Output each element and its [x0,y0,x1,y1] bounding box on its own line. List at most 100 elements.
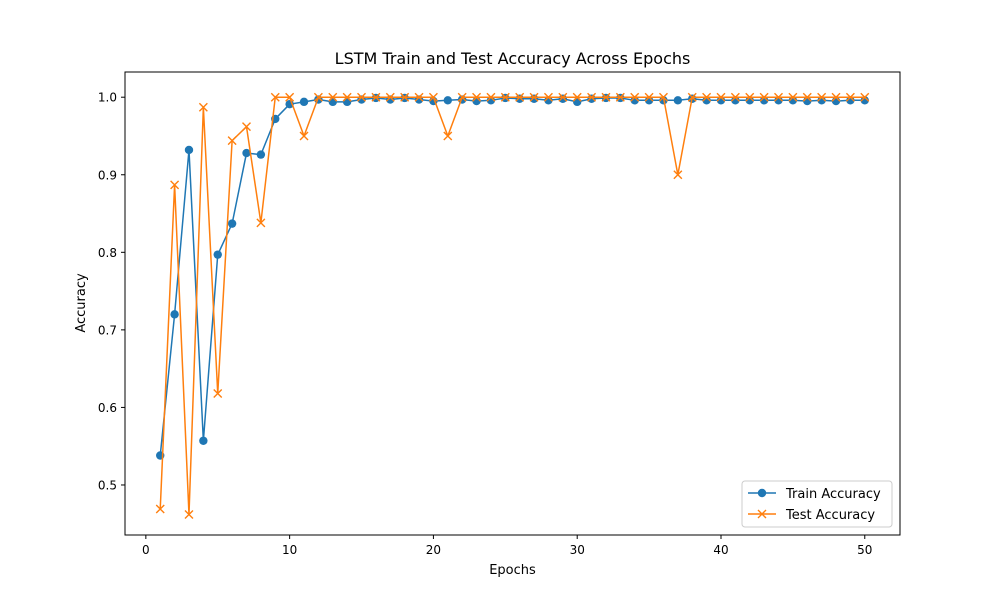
data-point [486,96,496,105]
data-point [788,96,798,105]
data-point [357,92,367,102]
series-train [156,93,869,460]
legend: Train Accuracy Test Accuracy [741,480,893,528]
data-point [817,92,827,102]
data-point [759,92,769,102]
y-tick-label: 0.9 [98,168,117,182]
data-point [731,96,740,105]
data-point [371,92,381,102]
data-point [587,94,596,103]
data-point [170,180,180,190]
data-point [414,92,424,102]
data-point [615,92,625,102]
data-point [716,96,726,105]
data-point [558,94,568,103]
y-tick-label: 0.8 [98,246,117,260]
data-point [630,96,639,105]
data-point [716,92,726,102]
data-point [673,96,683,105]
y-tick-label: 0.6 [98,401,117,415]
data-point [687,92,697,102]
y-axis-label: Accuracy [74,273,89,333]
x-tick-label: 30 [570,543,585,557]
data-point [299,97,309,107]
data-point [860,92,870,102]
data-point [587,92,597,102]
data-point [745,96,754,105]
x-tick-label: 10 [282,543,297,557]
data-point [285,92,295,102]
data-point [702,92,712,102]
data-point [400,92,410,102]
legend-test-marker [757,509,767,519]
data-point [802,92,812,102]
data-point [242,122,251,132]
data-point [774,96,783,105]
data-point [673,170,683,180]
x-tick-label: 20 [426,543,441,557]
data-point [328,97,337,107]
data-point [342,97,352,107]
data-point [543,92,553,102]
chart-title: LSTM Train and Test Accuracy Across Epoc… [335,49,691,68]
x-axis: 0 10 20 30 40 50 [142,535,872,557]
data-point [486,92,496,102]
data-point [443,131,453,141]
data-point [184,145,194,155]
data-point [227,136,237,146]
data-point [428,92,438,102]
data-point [227,219,237,228]
data-point [601,92,611,102]
data-point [860,96,869,105]
data-point [529,94,539,103]
data-point [845,92,855,102]
data-point [270,92,280,102]
legend-box [741,480,893,528]
data-point [313,92,323,102]
data-point [457,92,467,102]
data-point [644,96,654,105]
data-point [500,92,510,102]
plot-layer [155,92,870,519]
data-point [558,92,568,102]
data-point [443,96,452,105]
x-tick-label: 40 [713,543,728,557]
legend-test-label: Test Accuracy [785,508,875,523]
data-point [213,388,223,398]
data-point [730,92,740,102]
x-tick-label: 0 [142,543,150,557]
data-point [759,96,769,105]
data-point [242,148,251,158]
data-point [256,218,266,228]
data-point [846,96,855,105]
data-point [788,92,798,102]
data-point [817,96,826,105]
data-point [745,92,755,102]
data-point [529,92,539,102]
data-point [702,96,711,105]
data-point [155,504,165,514]
data-point [515,92,525,102]
data-point [199,436,208,445]
data-point [385,92,395,102]
y-axis: 0.5 0.6 0.7 0.8 0.9 1.0 [98,91,125,492]
series-line [159,96,865,516]
data-point [472,92,482,102]
data-point [184,509,194,519]
data-point [774,92,783,102]
legend-train-label: Train Accuracy [785,487,881,502]
data-point [328,92,338,102]
y-tick-label: 0.5 [98,478,117,492]
data-point [572,92,582,102]
data-point [831,92,841,102]
x-axis-label: Epochs [489,563,536,578]
data-point [544,96,553,105]
data-point [515,94,524,103]
y-tick-label: 1.0 [98,91,117,105]
data-point [342,92,352,102]
data-point [198,102,208,112]
data-point [170,310,179,319]
x-tick-label: 50 [857,543,872,557]
